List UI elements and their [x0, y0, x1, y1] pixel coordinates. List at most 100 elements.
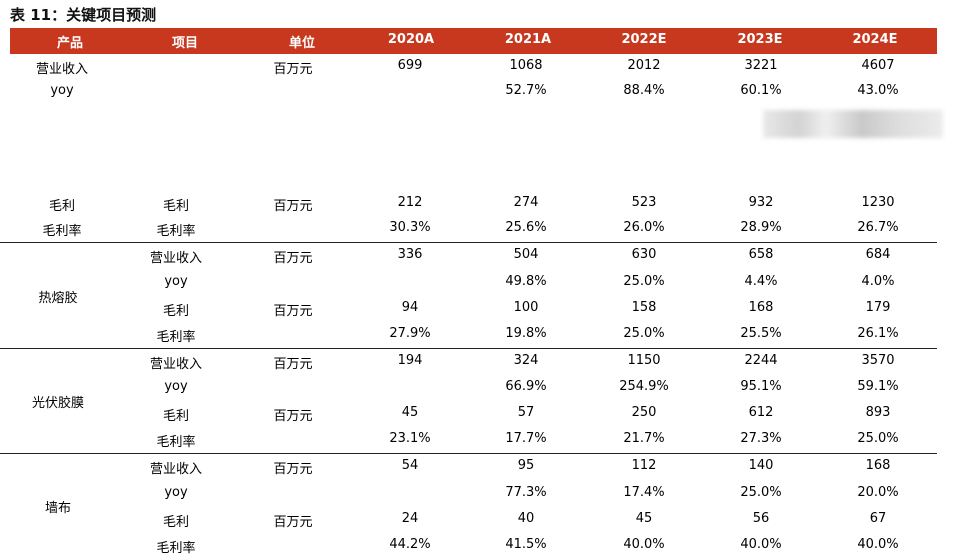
cell-product: yoy [50, 83, 74, 98]
cell-item: 毛利 [162, 515, 190, 530]
cell-value: 43.0% [857, 83, 899, 98]
cell-item: 毛利率 [156, 224, 196, 239]
cell-value: 2012 [627, 58, 661, 73]
header-2024e: 2024E [852, 32, 898, 47]
cell-value: 44.2% [389, 537, 431, 552]
cell-value: 1150 [627, 353, 661, 368]
header-unit: 单位 [288, 36, 316, 51]
group-label-hot-melt: 热熔胶 [38, 291, 78, 306]
cell-value: 4.4% [744, 274, 778, 289]
cell-value: 19.8% [505, 326, 547, 341]
cell-value: 95 [517, 458, 535, 473]
cell-value: 28.9% [740, 220, 782, 235]
table-title: 表 11：关键项目预测 [10, 6, 157, 24]
cell-value: 25.0% [740, 485, 782, 500]
cell-value: 140 [748, 458, 774, 473]
cell-value: 168 [865, 458, 891, 473]
cell-value: 24 [401, 511, 419, 526]
cell-value: 41.5% [505, 537, 547, 552]
cell-value: 40.0% [623, 537, 665, 552]
cell-item: 营业收入 [149, 357, 203, 372]
cell-value: 23.1% [389, 431, 431, 446]
cell-value: 699 [397, 58, 423, 73]
cell-item: 营业收入 [149, 251, 203, 266]
cell-value: 27.9% [389, 326, 431, 341]
cell-value: 4.0% [861, 274, 895, 289]
cell-value: 1068 [509, 58, 543, 73]
table-header: 产品 项目 单位 2020A 2021A 2022E 2023E 2024E [10, 28, 937, 54]
group-divider [0, 453, 937, 454]
cell-value: 893 [865, 405, 891, 420]
cell-value: 630 [631, 247, 657, 262]
cell-value: 40.0% [857, 537, 899, 552]
cell-value: 77.3% [505, 485, 547, 500]
cell-value: 3221 [744, 58, 778, 73]
cell-value: 25.0% [623, 326, 665, 341]
cell-value: 212 [397, 195, 423, 210]
cell-value: 17.7% [505, 431, 547, 446]
cell-item: 毛利率 [156, 541, 196, 556]
cell-value: 49.8% [505, 274, 547, 289]
cell-value: 684 [865, 247, 891, 262]
cell-value: 60.1% [740, 83, 782, 98]
cell-item: 毛利率 [156, 330, 196, 345]
cell-value: 194 [397, 353, 423, 368]
group-divider [0, 242, 937, 243]
header-product: 产品 [56, 36, 84, 51]
cell-value: 20.0% [857, 485, 899, 500]
group-label-pv-film: 光伏胶膜 [31, 396, 85, 411]
cell-value: 88.4% [623, 83, 665, 98]
header-2020a: 2020A [387, 32, 435, 47]
cell-value: 59.1% [857, 379, 899, 394]
cell-value: 4607 [861, 58, 895, 73]
cell-unit: 百万元 [273, 409, 313, 424]
cell-item: yoy [164, 274, 188, 289]
cell-value: 57 [517, 405, 535, 420]
header-item: 项目 [171, 36, 199, 51]
cell-unit: 百万元 [273, 357, 313, 372]
cell-value: 27.3% [740, 431, 782, 446]
cell-value: 40.0% [740, 537, 782, 552]
cell-value: 26.7% [857, 220, 899, 235]
group-divider [0, 348, 937, 349]
cell-value: 54 [401, 458, 419, 473]
cell-value: 25.0% [623, 274, 665, 289]
cell-item: 毛利 [162, 304, 190, 319]
cell-value: 274 [513, 195, 539, 210]
redaction-blur [763, 110, 943, 138]
cell-unit: 百万元 [273, 462, 313, 477]
cell-value: 254.9% [619, 379, 669, 394]
cell-value: 30.3% [389, 220, 431, 235]
cell-value: 52.7% [505, 83, 547, 98]
cell-value: 17.4% [623, 485, 665, 500]
cell-value: 1230 [861, 195, 895, 210]
header-2021a: 2021A [504, 32, 552, 47]
cell-product: 营业收入 [35, 62, 89, 77]
cell-value: 612 [748, 405, 774, 420]
cell-value: 504 [513, 247, 539, 262]
cell-value: 40 [517, 511, 535, 526]
cell-value: 658 [748, 247, 774, 262]
cell-value: 25.6% [505, 220, 547, 235]
cell-value: 25.0% [857, 431, 899, 446]
cell-value: 26.1% [857, 326, 899, 341]
cell-value: 179 [865, 300, 891, 315]
cell-product: 毛利 [48, 199, 76, 214]
cell-product: 毛利率 [42, 224, 82, 239]
cell-item: yoy [164, 379, 188, 394]
cell-value: 94 [401, 300, 419, 315]
cell-value: 324 [513, 353, 539, 368]
cell-item: 毛利 [162, 199, 190, 214]
cell-value: 100 [513, 300, 539, 315]
cell-value: 66.9% [505, 379, 547, 394]
cell-value: 26.0% [623, 220, 665, 235]
cell-value: 95.1% [740, 379, 782, 394]
cell-value: 112 [631, 458, 657, 473]
cell-value: 25.5% [740, 326, 782, 341]
cell-item: 毛利率 [156, 435, 196, 450]
cell-value: 45 [401, 405, 419, 420]
cell-unit: 百万元 [273, 304, 313, 319]
cell-value: 336 [397, 247, 423, 262]
cell-unit: 百万元 [273, 199, 313, 214]
cell-unit: 百万元 [273, 251, 313, 266]
